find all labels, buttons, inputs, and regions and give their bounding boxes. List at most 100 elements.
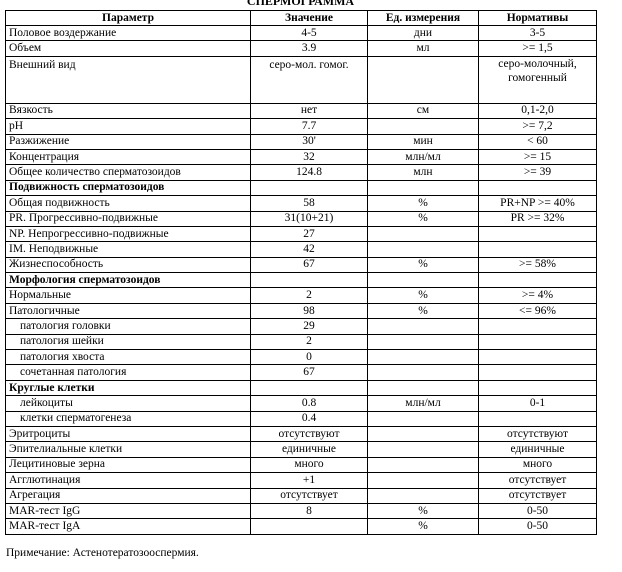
cell-norm [478,225,597,243]
cell-parameter: Лецитиновые зерна [5,456,251,474]
cell-parameter: Агглютинация [5,472,251,489]
cell-parameter: Морфология сперматозоидов [5,272,251,289]
cell-norm: отсутствуют [478,425,597,443]
cell-unit: % [367,287,479,304]
section-row: Круглые клетки [5,379,597,397]
cell-value: 31(10+21) [250,210,368,227]
cell-parameter: NP. Непрогрессивно-подвижные [5,225,251,243]
table-row: Вязкость нет см 0,1-2,0 [5,102,597,120]
table-row: Внешний вид серо-мол. гомог. серо-молочный… [5,55,597,104]
cell-value: +1 [250,472,368,489]
cell-norm [478,410,597,427]
table-row: Объем 3.9 мл >= 1,5 [5,40,597,57]
cell-value: 32 [250,148,368,166]
cell-unit: % [367,256,479,274]
cell-norm: серо-молочный, гомогенный [478,55,597,104]
table-row: Общая подвижность 58% PR+NP >= 40% [5,195,597,212]
cell-unit: млн [367,164,479,181]
header-unit: Ед. измерения [367,10,479,26]
cell-value: 0 [250,349,368,366]
table-row: Разжижение 30' мин < 60 [5,133,597,150]
cell-norm [478,349,597,366]
table-row: Нормальные 2% >= 4% [5,287,597,304]
cell-unit [367,379,479,397]
table-row: патология шейки 2 [5,333,597,351]
cell-parameter: Вязкость [5,102,251,120]
table-row: Агглютинация +1 отсутствует [5,472,597,489]
cell-parameter: Объем [5,40,251,57]
cell-parameter: Внешний вид [5,55,251,104]
cell-unit [367,487,479,504]
cell-norm: PR+NP >= 40% [478,195,597,212]
cell-parameter: PR. Прогрессивно-подвижные [5,210,251,227]
cell-norm: >= 58% [478,256,597,274]
cell-value: 98 [250,302,368,320]
cell-parameter: Агрегация [5,487,251,504]
cell-value: 124.8 [250,164,368,181]
cell-value: 30' [250,133,368,150]
cell-parameter: Общая подвижность [5,195,251,212]
cell-value: 0.4 [250,410,368,427]
cell-parameter: MAR-тест IgG [5,502,251,520]
cell-parameter: Круглые клетки [5,379,251,397]
cell-norm [478,179,597,197]
section-row: Подвижность сперматозоидов [5,179,597,197]
note: Примечание: Астенотератозооспермия. [6,547,199,559]
cell-norm: >= 1,5 [478,40,597,57]
cell-norm [478,364,597,381]
cell-value: 4-5 [250,24,368,42]
cell-unit [367,364,479,381]
cell-parameter: Подвижность сперматозоидов [5,179,251,197]
table-row: Эритроциты отсутствуют отсутствуют [5,425,597,443]
cell-parameter: патология шейки [5,333,251,351]
cell-value: нет [250,102,368,120]
table-row: Половое воздержание 4-5 дни 3-5 [5,24,597,42]
cell-parameter: патология головки [5,318,251,335]
cell-value: 58 [250,195,368,212]
table-header: Параметр Значение Ед. измерения Норматив… [5,10,597,26]
cell-norm [478,241,597,258]
cell-unit [367,118,479,135]
cell-unit [367,456,479,474]
cell-value: много [250,456,368,474]
cell-norm: >= 7,2 [478,118,597,135]
cell-value: 67 [250,364,368,381]
cell-parameter: MAR-тест IgA [5,518,251,535]
cell-norm: >= 4% [478,287,597,304]
spermogram-table: Параметр Значение Ед. измерения Норматив… [5,10,597,535]
cell-value: 67 [250,256,368,274]
table-row: PR. Прогрессивно-подвижные 31(10+21)% PR >… [5,210,597,227]
cell-value: отсутствуют [250,425,368,443]
cell-value: 3.9 [250,40,368,57]
table-row: Общее количество сперматозоидов 124.8 млн >… [5,164,597,181]
cell-parameter: клетки сперматогенеза [5,410,251,427]
cell-unit: дни [367,24,479,42]
cell-unit: % [367,195,479,212]
cell-parameter: Эритроциты [5,425,251,443]
cell-norm: PR >= 32% [478,210,597,227]
cell-value: 2 [250,333,368,351]
table-row: патология головки 29 [5,318,597,335]
cell-norm: много [478,456,597,474]
cell-unit: млн/мл [367,395,479,412]
table-row: pH 7.7 >= 7,2 [5,118,597,135]
cell-value: единичные [250,441,368,458]
cell-unit [367,179,479,197]
cell-value [250,272,368,289]
header-parameter: Параметр [5,10,251,26]
cell-norm [478,272,597,289]
header-value: Значение [250,10,368,26]
cell-value: 29 [250,318,368,335]
cell-parameter: патология хвоста [5,349,251,366]
cell-unit: % [367,302,479,320]
document-title: СПЕРМОГРАММА [246,0,355,8]
cell-unit [367,272,479,289]
table-row: Концентрация 32 млн/мл >= 15 [5,148,597,166]
cell-value: 27 [250,225,368,243]
cell-value: 0.8 [250,395,368,412]
table-row: сочетанная патология 67 [5,364,597,381]
cell-parameter: сочетанная патология [5,364,251,381]
cell-value: отсутствует [250,487,368,504]
cell-value: 2 [250,287,368,304]
cell-value [250,518,368,535]
